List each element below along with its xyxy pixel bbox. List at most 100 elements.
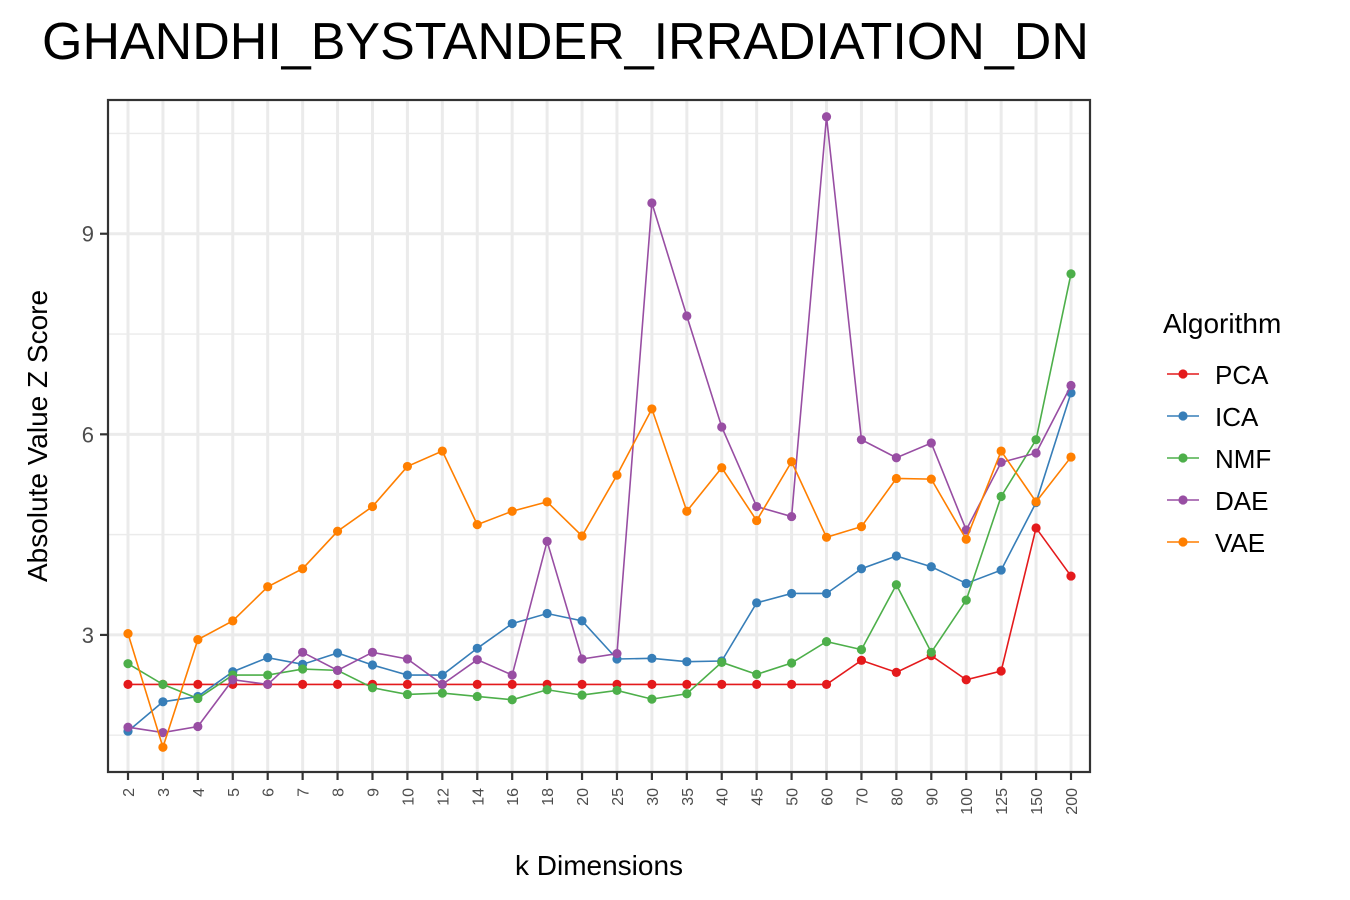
data-point bbox=[577, 531, 587, 541]
data-point bbox=[682, 657, 692, 667]
series-line-pca bbox=[128, 526, 1072, 686]
data-point bbox=[298, 679, 308, 690]
data-point bbox=[577, 690, 587, 700]
data-point bbox=[786, 588, 797, 599]
data-point bbox=[228, 675, 238, 685]
data-point bbox=[961, 675, 971, 685]
data-point bbox=[542, 685, 552, 695]
data-point bbox=[437, 688, 447, 698]
x-tick-label: 10 bbox=[400, 788, 417, 806]
data-point bbox=[158, 742, 168, 752]
data-point bbox=[752, 669, 762, 679]
x-tick-label: 60 bbox=[820, 788, 837, 806]
legend-item-dae: DAE bbox=[1167, 486, 1268, 516]
data-point bbox=[891, 580, 901, 590]
x-tick-label: 45 bbox=[750, 788, 767, 806]
data-point bbox=[263, 670, 273, 680]
x-tick-label: 125 bbox=[994, 788, 1011, 815]
data-point bbox=[193, 635, 203, 645]
data-point bbox=[402, 461, 413, 472]
series-layer bbox=[123, 112, 1076, 752]
series-vae bbox=[123, 404, 1076, 752]
data-point bbox=[717, 657, 727, 667]
data-point bbox=[507, 679, 517, 690]
data-point bbox=[332, 665, 343, 675]
data-point bbox=[926, 438, 936, 448]
data-point bbox=[542, 608, 552, 619]
data-point bbox=[367, 647, 378, 657]
data-point bbox=[577, 616, 587, 626]
data-point bbox=[367, 683, 378, 693]
x-tick-label: 20 bbox=[575, 788, 592, 806]
data-point bbox=[786, 457, 797, 467]
data-point bbox=[1066, 269, 1076, 279]
data-point bbox=[961, 595, 971, 605]
x-tick-label: 80 bbox=[889, 788, 906, 806]
data-point bbox=[961, 578, 971, 589]
data-point bbox=[612, 470, 622, 480]
series-ica bbox=[123, 388, 1076, 736]
data-point bbox=[123, 679, 133, 690]
legend-label: ICA bbox=[1215, 402, 1259, 432]
data-point bbox=[437, 670, 447, 680]
data-point bbox=[647, 198, 657, 208]
series-line-dae bbox=[127, 116, 1072, 734]
plot-panel-border bbox=[106, 98, 1092, 774]
x-tick-label: 3 bbox=[156, 788, 173, 797]
data-point bbox=[332, 679, 343, 690]
grid-lines bbox=[108, 100, 1090, 772]
data-point bbox=[821, 679, 832, 690]
data-point bbox=[717, 422, 727, 432]
x-tick-label: 5 bbox=[226, 788, 243, 797]
data-point bbox=[926, 647, 936, 657]
data-point bbox=[856, 645, 867, 655]
data-point bbox=[647, 694, 657, 704]
data-point bbox=[298, 647, 308, 657]
legend-item-ica: ICA bbox=[1167, 402, 1259, 432]
data-point bbox=[263, 679, 273, 690]
data-point bbox=[682, 689, 692, 699]
x-tick-label: 150 bbox=[1029, 788, 1046, 815]
data-point bbox=[158, 727, 168, 738]
data-point bbox=[123, 659, 133, 669]
series-line-ica bbox=[127, 392, 1072, 732]
data-point bbox=[507, 618, 517, 629]
legend-item-nmf: NMF bbox=[1167, 444, 1271, 474]
data-point bbox=[647, 404, 657, 414]
series-line-vae bbox=[127, 406, 1072, 750]
x-tick-label: 90 bbox=[924, 788, 941, 806]
data-point bbox=[472, 679, 482, 690]
data-point bbox=[752, 515, 762, 526]
data-point bbox=[1031, 435, 1041, 445]
data-point bbox=[821, 532, 832, 542]
legend-item-vae: VAE bbox=[1167, 528, 1265, 558]
x-tick-label: 25 bbox=[610, 788, 627, 806]
data-point bbox=[298, 664, 308, 674]
data-point bbox=[263, 582, 273, 592]
legend-key-point bbox=[1178, 411, 1188, 421]
data-point bbox=[821, 112, 832, 122]
data-point bbox=[332, 648, 343, 658]
y-tick-label: 3 bbox=[82, 623, 94, 648]
data-point bbox=[996, 666, 1006, 676]
data-point bbox=[612, 649, 622, 659]
data-point bbox=[123, 722, 133, 732]
data-point bbox=[926, 562, 936, 572]
legend-label: PCA bbox=[1215, 360, 1269, 390]
x-tick-label: 16 bbox=[505, 788, 522, 806]
data-point bbox=[891, 473, 901, 484]
data-point bbox=[647, 653, 657, 663]
data-point bbox=[856, 435, 867, 445]
data-point bbox=[996, 446, 1006, 456]
data-point bbox=[193, 693, 203, 704]
data-point bbox=[193, 721, 203, 732]
data-point bbox=[1031, 497, 1041, 507]
data-point bbox=[786, 511, 797, 522]
data-point bbox=[717, 679, 727, 690]
data-point bbox=[402, 670, 413, 680]
data-point bbox=[123, 628, 133, 639]
data-point bbox=[961, 534, 971, 544]
data-point bbox=[682, 506, 692, 516]
x-tick-label: 30 bbox=[645, 788, 662, 806]
